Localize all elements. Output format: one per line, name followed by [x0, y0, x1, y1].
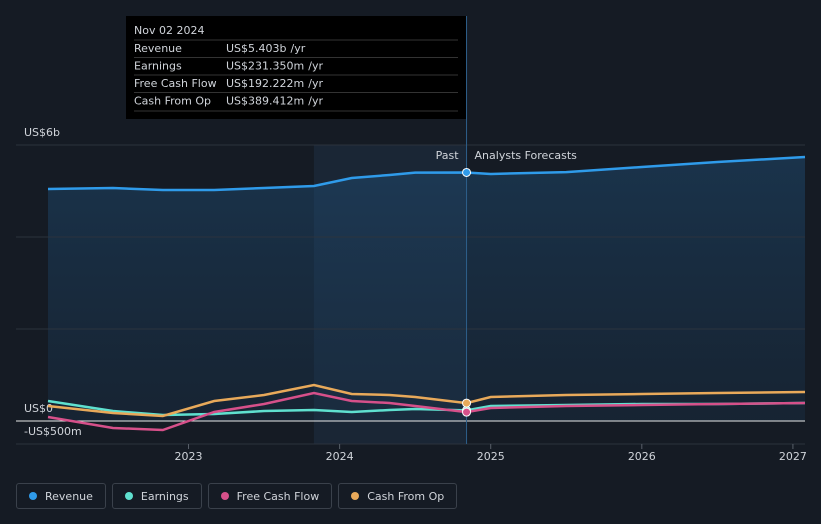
forecast-label: Analysts Forecasts	[475, 149, 578, 162]
x-tick-label: 2024	[326, 450, 354, 463]
tooltip-unit: /yr	[308, 60, 323, 73]
y-tick-label: -US$500m	[24, 425, 82, 438]
tooltip-label: Cash From Op	[134, 95, 211, 108]
legend-swatch	[351, 492, 360, 500]
legend-item[interactable]: Revenue	[16, 483, 106, 509]
tooltip-label: Free Cash Flow	[134, 77, 217, 90]
legend-label: Cash From Op	[367, 489, 445, 503]
tooltip-label: Revenue	[134, 42, 182, 55]
chart: US$6b US$0 -US$500m 2023 2024 2025 2026 2027 Pas…	[16, 16, 807, 463]
tooltip-value: US$5.403b	[226, 42, 287, 55]
legend-item[interactable]: Earnings	[111, 483, 202, 509]
x-tick-label: 2023	[175, 450, 203, 463]
legend-label: Revenue	[45, 489, 93, 503]
series-line	[47, 391, 806, 432]
tooltip-date: Nov 02 2024	[134, 24, 204, 37]
tooltip-value: US$192.222m	[226, 77, 304, 90]
x-tick-label: 2027	[779, 450, 807, 463]
legend-swatch	[29, 492, 37, 500]
tooltip-unit: /yr	[308, 77, 323, 90]
past-label: Past	[436, 149, 460, 162]
legend: Revenue Earnings Free Cash Flow Cash From O…	[16, 483, 458, 509]
point-marker	[462, 407, 472, 417]
y-tick-label: US$6b	[24, 126, 60, 139]
x-tick-label: 2026	[628, 450, 656, 463]
series-line	[47, 383, 806, 418]
revenue-area	[48, 157, 805, 422]
series-line	[47, 155, 806, 192]
legend-swatch	[124, 492, 133, 500]
point-marker	[462, 398, 472, 408]
tooltip-box	[126, 16, 466, 119]
legend-item[interactable]: Free Cash Flow	[207, 483, 333, 509]
legend-swatch	[220, 492, 229, 500]
tooltip-label: Earnings	[134, 60, 182, 73]
tooltip-value: US$231.350m	[226, 60, 304, 73]
legend-item[interactable]: Cash From Op	[338, 483, 458, 509]
x-tick-label: 2025	[477, 450, 505, 463]
legend-label: Free Cash Flow	[236, 489, 320, 503]
y-tick-label: US$0	[24, 402, 53, 415]
legend-label: Earnings	[140, 489, 189, 503]
tooltip-unit: /yr	[308, 95, 323, 108]
tooltip-value: US$389.412m	[226, 95, 304, 108]
point-marker	[462, 167, 472, 177]
tooltip-unit: /yr	[291, 42, 306, 55]
